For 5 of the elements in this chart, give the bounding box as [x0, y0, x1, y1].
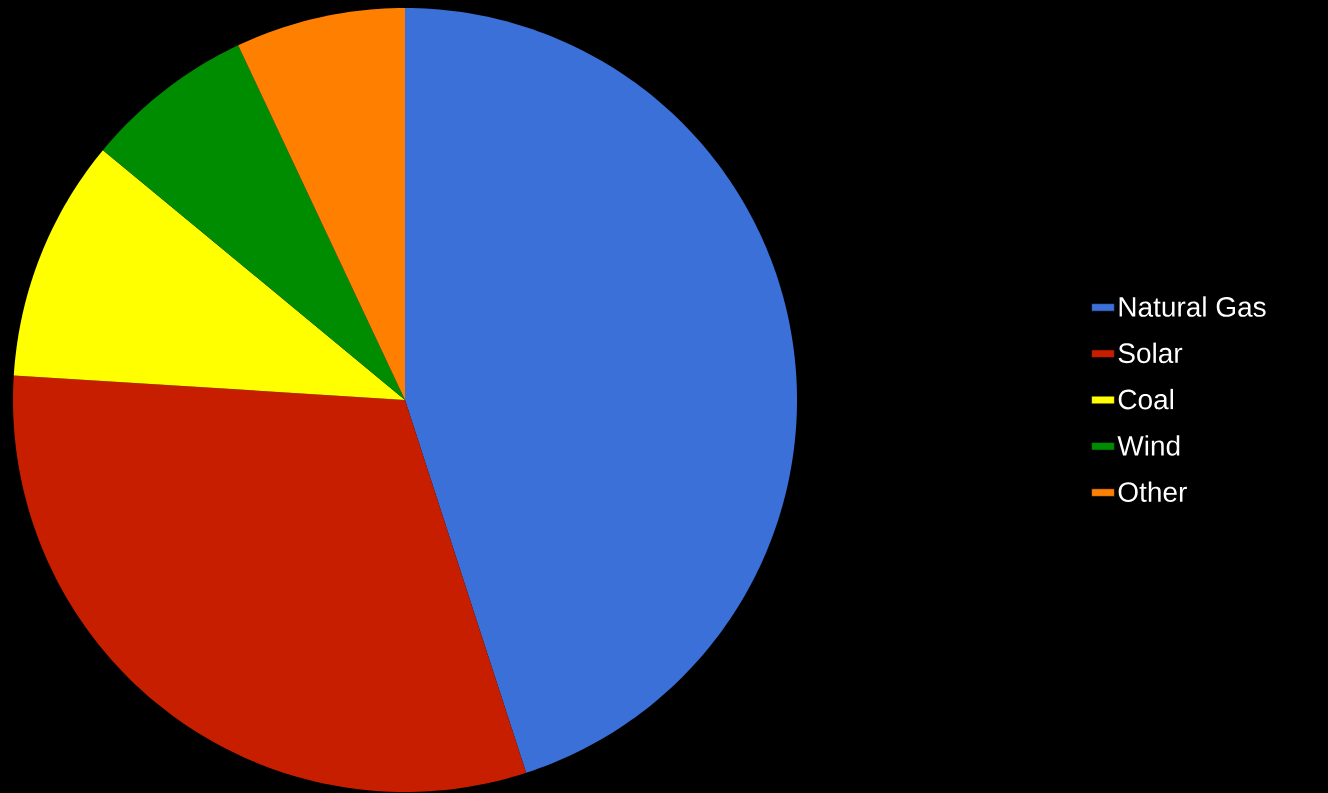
legend-label: Solar: [1118, 342, 1183, 364]
legend-label: Natural Gas: [1119, 296, 1266, 317]
legend-label: Other: [1118, 481, 1187, 502]
legend-label: Coal: [1118, 388, 1174, 410]
legend-label: Wind: [1117, 435, 1180, 456]
